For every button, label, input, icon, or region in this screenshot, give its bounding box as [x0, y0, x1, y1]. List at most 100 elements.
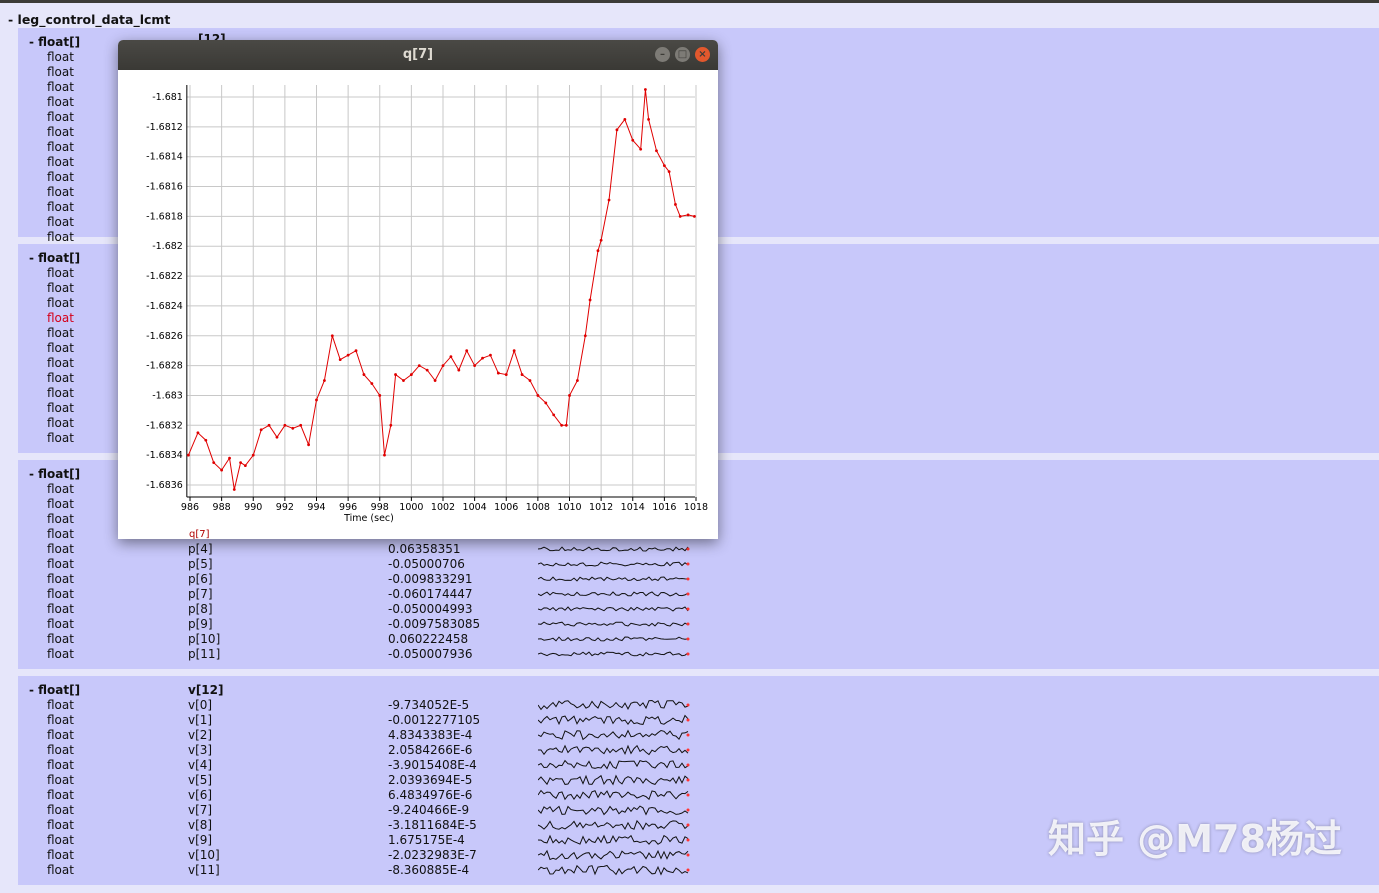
sparkline[interactable]	[537, 818, 692, 835]
sparkline[interactable]	[537, 848, 692, 865]
maximize-button[interactable]: □	[675, 47, 690, 62]
array-type[interactable]: - float[]	[29, 683, 81, 697]
field-type[interactable]: float	[47, 632, 74, 646]
field-type[interactable]: float	[47, 401, 74, 415]
field-type[interactable]: float	[47, 833, 74, 847]
array-type[interactable]: - float[]	[29, 251, 81, 265]
field-type[interactable]: float	[47, 617, 74, 631]
field-name[interactable]: v[7]	[188, 803, 213, 817]
field-name[interactable]: p[10]	[188, 632, 221, 646]
field-type[interactable]: float	[47, 140, 74, 154]
field-type[interactable]: float	[47, 542, 74, 556]
field-type[interactable]: float	[47, 125, 74, 139]
plot-window-titlebar[interactable]: q[7] – □ ×	[118, 40, 718, 70]
field-type[interactable]: float	[47, 170, 74, 184]
message-tree-root[interactable]: - leg_control_data_lcmt	[8, 12, 171, 27]
sparkline[interactable]	[537, 758, 692, 775]
field-type[interactable]: float	[47, 200, 74, 214]
field-type[interactable]: float	[47, 230, 74, 244]
close-button[interactable]: ×	[695, 47, 710, 62]
field-type[interactable]: float	[47, 557, 74, 571]
field-type[interactable]: float	[47, 341, 74, 355]
field-type[interactable]: float	[47, 587, 74, 601]
field-type[interactable]: float	[47, 371, 74, 385]
field-name[interactable]: p[9]	[188, 617, 213, 631]
field-name[interactable]: p[8]	[188, 602, 213, 616]
field-type[interactable]: float	[47, 647, 74, 661]
field-name[interactable]: v[1]	[188, 713, 213, 727]
field-name[interactable]: v[9]	[188, 833, 213, 847]
field-type[interactable]: float	[47, 743, 74, 757]
field-type[interactable]: float	[47, 788, 74, 802]
field-type[interactable]: float	[47, 215, 74, 229]
sparkline[interactable]	[537, 632, 692, 649]
field-name[interactable]: v[3]	[188, 743, 213, 757]
sparkline[interactable]	[537, 803, 692, 820]
field-name[interactable]: p[6]	[188, 572, 213, 586]
field-type[interactable]: float	[47, 431, 74, 445]
field-type[interactable]: float	[47, 155, 74, 169]
field-type[interactable]: float	[47, 110, 74, 124]
q7-time-plot[interactable]: 986 988 990 992 994 996 998 1000 1002 1004 1006 100…	[118, 70, 718, 539]
field-name[interactable]: p[4]	[188, 542, 213, 556]
field-name[interactable]: v[8]	[188, 818, 213, 832]
sparkline[interactable]	[537, 863, 692, 880]
sparkline[interactable]	[537, 698, 692, 715]
sparkline[interactable]	[537, 713, 692, 730]
field-name[interactable]: p[11]	[188, 647, 221, 661]
field-name[interactable]: v[11]	[188, 863, 220, 877]
field-type[interactable]: float	[47, 572, 74, 586]
array-type[interactable]: - float[]	[29, 467, 81, 481]
field-type[interactable]: float	[47, 698, 74, 712]
array-type[interactable]: - float[]	[29, 35, 81, 49]
field-type[interactable]: float	[47, 803, 74, 817]
sparkline[interactable]	[537, 557, 692, 574]
field-type[interactable]: float	[47, 863, 74, 877]
sparkline[interactable]	[537, 602, 692, 619]
field-type[interactable]: float	[47, 281, 74, 295]
field-name[interactable]: p[7]	[188, 587, 213, 601]
field-type[interactable]: float	[47, 602, 74, 616]
sparkline[interactable]	[537, 833, 692, 850]
field-type[interactable]: float	[47, 416, 74, 430]
field-type[interactable]: float	[47, 80, 74, 94]
field-type[interactable]: float	[47, 482, 74, 496]
sparkline[interactable]	[537, 773, 692, 790]
field-type[interactable]: float	[47, 758, 74, 772]
field-name[interactable]: v[10]	[188, 848, 220, 862]
plot-window[interactable]: q[7] – □ × 986 988 990 992 994 996 998 1000 1002…	[118, 40, 718, 539]
sparkline[interactable]	[537, 647, 692, 664]
field-name[interactable]: v[6]	[188, 788, 213, 802]
field-type[interactable]: float	[47, 497, 74, 511]
field-type[interactable]: float	[47, 356, 74, 370]
field-name[interactable]: v[2]	[188, 728, 213, 742]
field-name[interactable]: v[4]	[188, 758, 213, 772]
field-type[interactable]: float	[47, 848, 74, 862]
field-type[interactable]: float	[47, 311, 74, 325]
field-type[interactable]: float	[47, 773, 74, 787]
field-name[interactable]: v[5]	[188, 773, 213, 787]
field-type[interactable]: float	[47, 713, 74, 727]
field-name[interactable]: p[5]	[188, 557, 213, 571]
sparkline[interactable]	[538, 743, 692, 760]
field-name[interactable]: v[0]	[188, 698, 213, 712]
field-type[interactable]: float	[47, 266, 74, 280]
field-type[interactable]: float	[47, 527, 74, 541]
sparkline[interactable]	[537, 728, 692, 745]
field-type[interactable]: float	[47, 728, 74, 742]
sparkline[interactable]	[537, 617, 692, 634]
field-type[interactable]: float	[47, 326, 74, 340]
field-type[interactable]: float	[47, 50, 74, 64]
minimize-button[interactable]: –	[655, 47, 670, 62]
sparkline[interactable]	[537, 572, 692, 589]
field-type[interactable]: float	[47, 65, 74, 79]
sparkline[interactable]	[537, 587, 692, 604]
field-type[interactable]: float	[47, 296, 74, 310]
field-type[interactable]: float	[47, 386, 74, 400]
field-type[interactable]: float	[47, 512, 74, 526]
field-type[interactable]: float	[47, 818, 74, 832]
sparkline[interactable]	[537, 788, 692, 805]
field-type[interactable]: float	[47, 95, 74, 109]
sparkline[interactable]	[537, 542, 692, 559]
field-type[interactable]: float	[47, 185, 74, 199]
